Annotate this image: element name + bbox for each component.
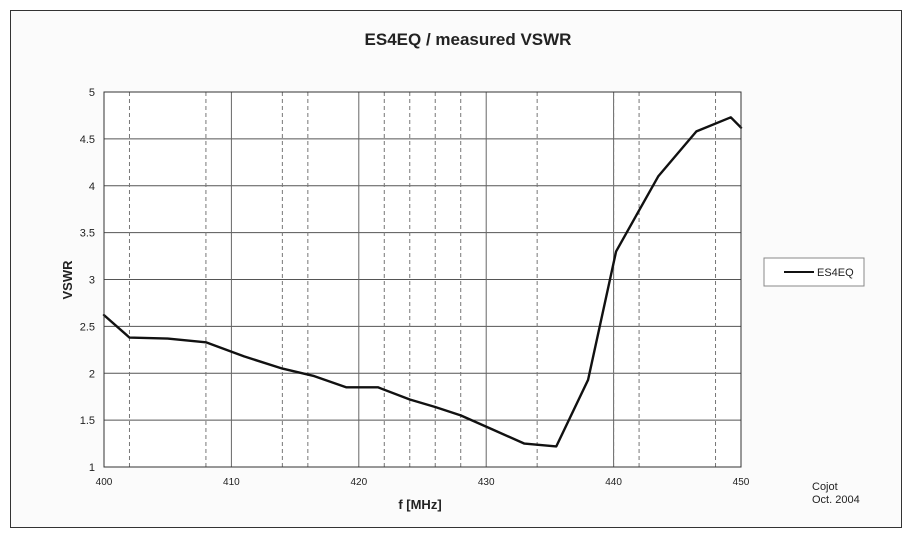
plot-border xyxy=(103,91,742,468)
x-tick-label: 440 xyxy=(605,477,622,488)
x-tick-label: 430 xyxy=(478,477,495,488)
y-tick-label: 2.5 xyxy=(80,321,95,333)
x-tick-label: 450 xyxy=(733,477,750,488)
y-tick-label: 1.5 xyxy=(80,415,95,427)
legend: ES4EQ xyxy=(763,257,865,287)
author-date: Oct. 2004 xyxy=(812,494,860,506)
x-tick-label: 420 xyxy=(350,477,367,488)
y-axis-title: VSWR xyxy=(60,260,75,300)
y-tick-label: 1 xyxy=(89,462,95,474)
y-tick-label: 2 xyxy=(89,368,95,380)
grid-lines xyxy=(104,92,741,467)
y-tick-label: 3.5 xyxy=(80,228,95,240)
series-line xyxy=(102,116,743,448)
author-note: Cojot Oct. 2004 xyxy=(812,481,860,507)
y-tick-label: 3 xyxy=(89,275,95,287)
y-tick-label: 5 xyxy=(89,87,95,99)
tick-labels: 1 1.5 2 2.5 3 3.5 4 4.5 5 400 410 420 430 440 450 xyxy=(80,87,750,488)
chart-title: ES4EQ / measured VSWR xyxy=(365,30,572,49)
y-tick-label: 4.5 xyxy=(80,134,95,146)
x-tick-label: 410 xyxy=(223,477,240,488)
series-layer xyxy=(102,116,743,448)
x-tick-label: 400 xyxy=(96,477,113,488)
y-tick-label: 4 xyxy=(89,181,95,193)
x-axis-title: f [MHz] xyxy=(398,497,441,512)
legend-label: ES4EQ xyxy=(817,267,854,279)
author-name: Cojot xyxy=(812,481,838,493)
